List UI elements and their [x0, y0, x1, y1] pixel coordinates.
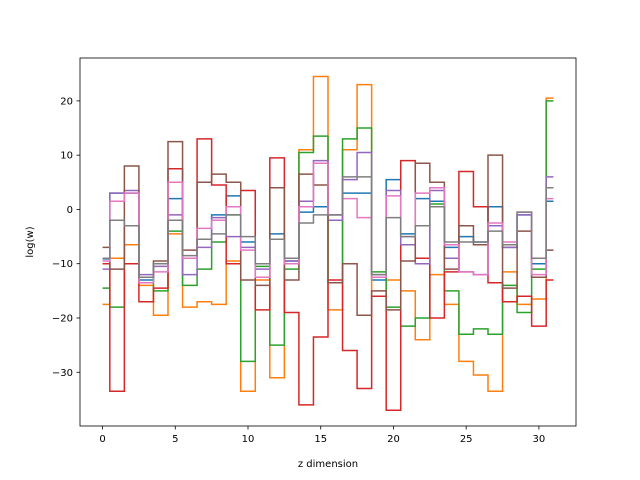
series-line-6 [102, 140, 554, 317]
y-tick-label: −30 [52, 368, 73, 379]
y-axis-label: log(w) [25, 226, 36, 257]
x-tick-label: 20 [387, 434, 400, 445]
plot-frame [79, 57, 577, 427]
x-tick-label: 30 [533, 434, 546, 445]
ticks-layer: 0 5 10 15 20 25 30 −30 −20 −10 0 10 20 [52, 96, 545, 445]
x-tick-label: 5 [172, 434, 178, 445]
series-line-4 [102, 138, 554, 412]
y-tick-label: 20 [60, 96, 73, 107]
series-line-8 [102, 176, 554, 279]
y-tick-label: −10 [52, 259, 73, 270]
x-tick-label: 0 [99, 434, 105, 445]
series-layer [102, 75, 554, 412]
y-tick-label: 10 [60, 151, 73, 162]
x-tick-label: 10 [242, 434, 255, 445]
y-tick-label: 0 [67, 205, 73, 216]
x-tick-label: 25 [460, 434, 473, 445]
x-axis-label: z dimension [298, 459, 358, 470]
x-tick-label: 15 [314, 434, 327, 445]
y-tick-label: −20 [52, 313, 73, 324]
series-line-7 [102, 162, 554, 284]
